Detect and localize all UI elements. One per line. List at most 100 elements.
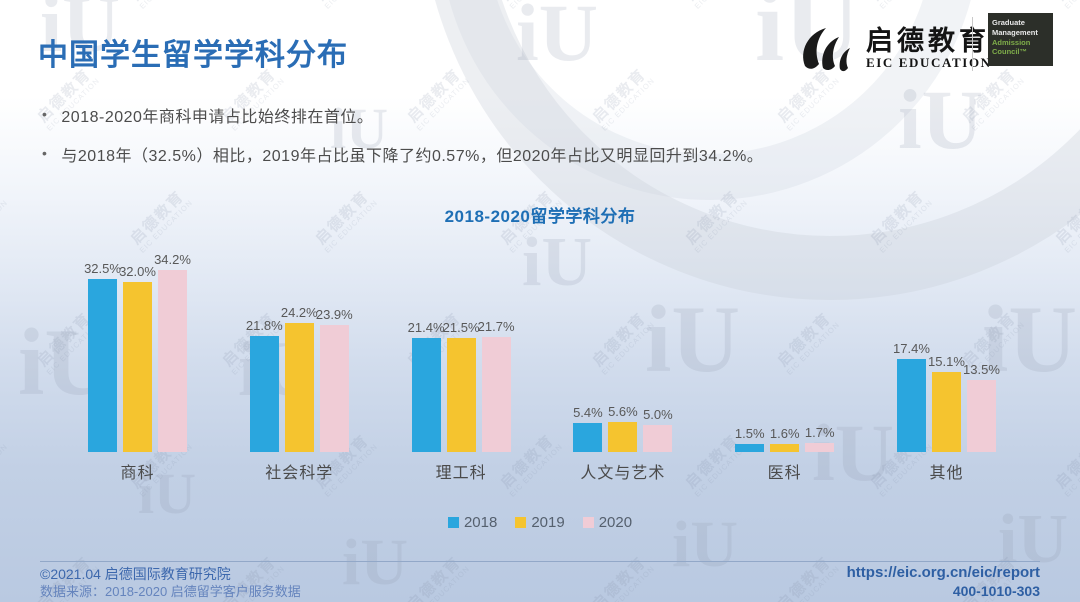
legend-label: 2018 xyxy=(463,514,498,531)
bar-2018 xyxy=(249,336,279,452)
copyright-text: ©2021.04 启德国际教育研究院 xyxy=(40,566,231,582)
phone-number: 400-1010-303 xyxy=(952,583,1040,599)
legend-item-2018: 2018 xyxy=(447,514,498,531)
bar-2020 xyxy=(643,425,673,452)
bar-2018 xyxy=(88,279,117,452)
bar-2019 xyxy=(608,422,638,452)
bar-group: 1.5% 1.6% 1.7% 医科 xyxy=(734,424,835,482)
brand-text: 启德教育 EIC EDUCATION xyxy=(866,26,992,71)
data-label: 5.4% xyxy=(573,405,603,421)
brand-name-en: EIC EDUCATION xyxy=(866,55,992,71)
bar-2019 xyxy=(931,371,961,452)
legend-item-2020: 2020 xyxy=(582,514,632,531)
bar-2019 xyxy=(770,443,800,452)
data-label: 21.5% xyxy=(442,319,480,335)
bar-column: 21.8% xyxy=(246,318,283,452)
data-label: 34.2% xyxy=(154,252,191,268)
data-label: 1.7% xyxy=(804,424,835,440)
bar-column: 1.6% xyxy=(770,426,800,452)
bar-cluster: 32.5% 32.0% 34.2% xyxy=(84,252,191,452)
iu-logo-watermark: iU xyxy=(342,526,408,599)
bar-group: 32.5% 32.0% 34.2% 商科 xyxy=(84,252,191,482)
gmac-line: Council™ xyxy=(992,47,1027,57)
data-label: 13.5% xyxy=(963,362,1000,378)
data-source-text: 数据来源：2018-2020 启德留学客户服务数据 xyxy=(40,583,301,599)
legend-swatch xyxy=(447,517,459,528)
data-label: 15.1% xyxy=(928,353,965,369)
page-title: 中国学生留学学科分布 xyxy=(38,39,348,72)
data-label: 17.4% xyxy=(893,341,930,357)
bar-column: 1.5% xyxy=(734,426,765,452)
bullet-item: • 与2018年（32.5%）相比，2019年占比虽下降了约0.57%，但202… xyxy=(42,142,763,166)
data-label: 1.5% xyxy=(734,426,765,442)
bar-column: 21.4% xyxy=(408,320,445,452)
legend-swatch xyxy=(582,517,594,528)
bar-group: 21.8% 24.2% 23.9% 社会科学 xyxy=(246,305,353,482)
data-label: 21.7% xyxy=(477,318,515,334)
chart-legend: 2018 2019 2020 xyxy=(0,514,1080,531)
category-label: 理工科 xyxy=(435,465,487,482)
report-url-link[interactable]: https://eic.org.cn/eic/report xyxy=(846,564,1040,581)
data-label: 32.0% xyxy=(119,263,156,279)
legend-label: 2019 xyxy=(531,514,565,531)
bar-2020 xyxy=(158,270,187,452)
iu-logo-watermark: iU xyxy=(898,73,983,167)
bar-2019 xyxy=(284,323,314,452)
bar-2020 xyxy=(481,336,511,452)
brand-logo: 启德教育 EIC EDUCATION xyxy=(796,20,992,78)
data-label: 21.4% xyxy=(407,320,445,336)
bar-column: 21.5% xyxy=(443,320,480,452)
data-label: 32.5% xyxy=(84,261,121,277)
bar-cluster: 5.4% 5.6% 5.0% xyxy=(573,404,673,452)
bar-group: 5.4% 5.6% 5.0% 人文与艺术 xyxy=(573,404,673,482)
logo-divider xyxy=(972,17,973,71)
data-label: 24.2% xyxy=(280,305,318,321)
footer-right: https://eic.org.cn/eic/report 400-1010-3… xyxy=(847,564,1040,600)
bar-cluster: 1.5% 1.6% 1.7% xyxy=(734,424,835,452)
category-label: 其他 xyxy=(929,465,964,482)
footer-left: ©2021.04 启德国际教育研究院 数据来源：2018-2020 启德留学客户… xyxy=(40,566,301,600)
legend-swatch xyxy=(515,517,527,528)
bar-2018 xyxy=(573,423,603,452)
bar-chart: 32.5% 32.0% 34.2% 商科 21.8% 24.2% 23.9% 社会科学 21.4… xyxy=(84,240,1000,482)
bar-cluster: 21.4% 21.5% 21.7% xyxy=(408,319,515,452)
gmac-line: Graduate xyxy=(992,18,1025,27)
bar-group: 17.4% 15.1% 13.5% 其他 xyxy=(893,341,1000,482)
legend-item-2019: 2019 xyxy=(515,514,565,531)
bullet-dot: • xyxy=(42,145,48,161)
iu-logo-watermark: iU xyxy=(516,0,598,78)
bar-2020 xyxy=(805,442,835,452)
bar-column: 32.5% xyxy=(84,261,121,452)
bar-group: 21.4% 21.5% 21.7% 理工科 xyxy=(408,319,515,482)
data-label: 5.0% xyxy=(643,407,673,423)
bullet-dot: • xyxy=(42,106,48,122)
bullet-text: 与2018年（32.5%）相比，2019年占比虽下降了约0.57%，但2020年… xyxy=(61,148,764,165)
data-label: 5.6% xyxy=(608,404,638,420)
footer-divider xyxy=(40,561,1040,562)
bar-cluster: 17.4% 15.1% 13.5% xyxy=(893,341,1000,452)
bar-column: 34.2% xyxy=(154,252,191,452)
bar-2020 xyxy=(319,324,349,452)
bar-column: 5.6% xyxy=(608,404,638,452)
category-label: 商科 xyxy=(120,465,155,482)
bar-cluster: 21.8% 24.2% 23.9% xyxy=(246,305,353,452)
data-label: 21.8% xyxy=(245,318,283,334)
data-label: 23.9% xyxy=(315,306,353,322)
bar-2020 xyxy=(966,380,996,452)
chart-title: 2018-2020留学学科分布 xyxy=(444,207,636,226)
gmac-badge: Graduate Management Admission Council™ xyxy=(988,13,1053,66)
bar-2019 xyxy=(123,281,152,452)
gmac-line: Admission xyxy=(992,37,1031,47)
category-label: 社会科学 xyxy=(265,465,334,482)
eic-logo-icon xyxy=(803,28,850,72)
bar-column: 5.4% xyxy=(573,405,603,452)
category-label: 医科 xyxy=(767,465,802,482)
